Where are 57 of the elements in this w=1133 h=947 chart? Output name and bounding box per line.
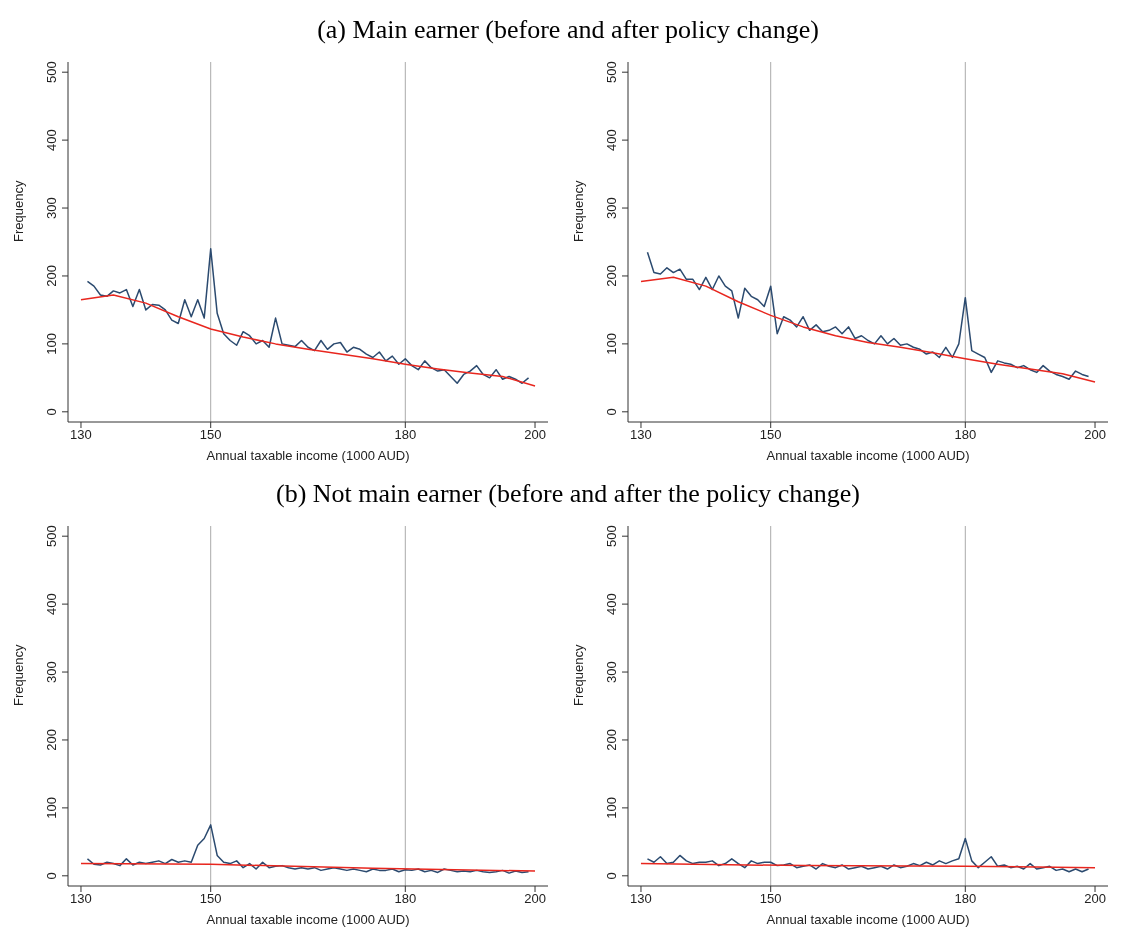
line-series [646, 837, 1090, 873]
x-tick-label: 130 [70, 891, 92, 907]
x-axis-title: Annual taxable income (1000 AUD) [766, 912, 970, 927]
y-axis-title: Frequency [10, 180, 26, 242]
y-tick-label: 100 [604, 797, 619, 819]
y-tick-label: 0 [604, 872, 619, 880]
x-tick-label: 150 [759, 891, 782, 907]
x-tick-label: 180 [394, 427, 417, 443]
y-tick-label: 100 [44, 797, 59, 819]
y-tick-label: 0 [604, 408, 619, 416]
x-tick-label: 200 [524, 891, 546, 907]
x-tick-label: 150 [199, 891, 222, 907]
x-tick-label: 200 [524, 427, 546, 443]
y-tick-label: 0 [44, 408, 59, 416]
y-tick-label: 500 [44, 61, 59, 84]
x-tick-label: 130 [630, 427, 652, 443]
chart-title: (b) Not main earner (before and after the policy change) [275, 478, 861, 510]
line-series [86, 824, 530, 874]
y-tick-label: 300 [44, 661, 59, 683]
x-tick-label: 130 [70, 427, 92, 443]
line-series [646, 251, 1090, 380]
y-tick-label: 300 [604, 197, 619, 219]
y-tick-label: 500 [604, 61, 619, 84]
y-tick-label: 500 [604, 525, 619, 548]
x-tick-label: 180 [954, 891, 977, 907]
line-series [80, 294, 536, 387]
x-tick-label: 150 [759, 427, 782, 443]
x-axis-title: Annual taxable income (1000 AUD) [766, 448, 970, 463]
y-tick-label: 400 [44, 129, 59, 151]
y-tick-label: 100 [604, 333, 619, 355]
y-tick-label: 300 [44, 197, 59, 219]
y-tick-label: 200 [604, 265, 619, 287]
x-tick-label: 200 [1084, 891, 1106, 907]
y-tick-label: 500 [44, 525, 59, 548]
line-series [640, 276, 1096, 383]
y-axis-title: Frequency [10, 644, 26, 706]
y-tick-label: 400 [604, 129, 619, 151]
y-tick-label: 200 [604, 729, 619, 751]
x-tick-label: 200 [1084, 427, 1106, 443]
x-axis-title: Annual taxable income (1000 AUD) [206, 448, 410, 463]
x-tick-label: 130 [630, 891, 652, 907]
y-axis-title: Frequency [570, 644, 586, 706]
line-series [80, 862, 536, 872]
y-axis-title: Frequency [570, 180, 586, 242]
x-tick-label: 180 [394, 891, 417, 907]
chart-title: (a) Main earner (before and after policy change) [316, 14, 820, 46]
y-tick-label: 0 [44, 872, 59, 880]
y-tick-label: 100 [44, 333, 59, 355]
x-tick-label: 180 [954, 427, 977, 443]
x-axis-title: Annual taxable income (1000 AUD) [206, 912, 410, 927]
line-series [86, 248, 530, 385]
y-tick-label: 200 [44, 265, 59, 287]
y-tick-label: 400 [44, 593, 59, 615]
x-tick-label: 150 [199, 427, 222, 443]
y-tick-label: 200 [44, 729, 59, 751]
y-tick-label: 400 [604, 593, 619, 615]
y-tick-label: 300 [604, 661, 619, 683]
